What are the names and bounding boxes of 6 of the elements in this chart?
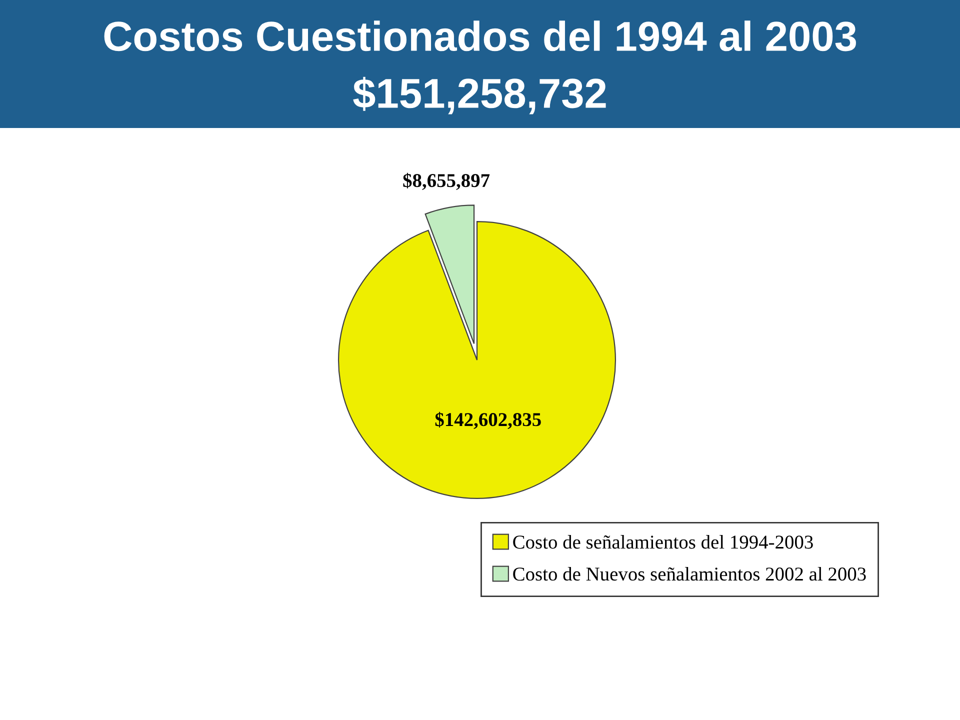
legend-label: Costo de señalamientos del 1994-2003 xyxy=(513,535,813,549)
chart-title: Costos Cuestionados del 1994 al 2003 xyxy=(104,20,856,52)
data-label: $8,655,897 xyxy=(403,172,490,190)
data-label: $142,602,835 xyxy=(435,412,541,429)
chart-subtitle: $151,258,732 xyxy=(353,76,606,114)
legend-label: Costo de Nuevos señalamientos 2002 al 2003 xyxy=(513,566,866,581)
